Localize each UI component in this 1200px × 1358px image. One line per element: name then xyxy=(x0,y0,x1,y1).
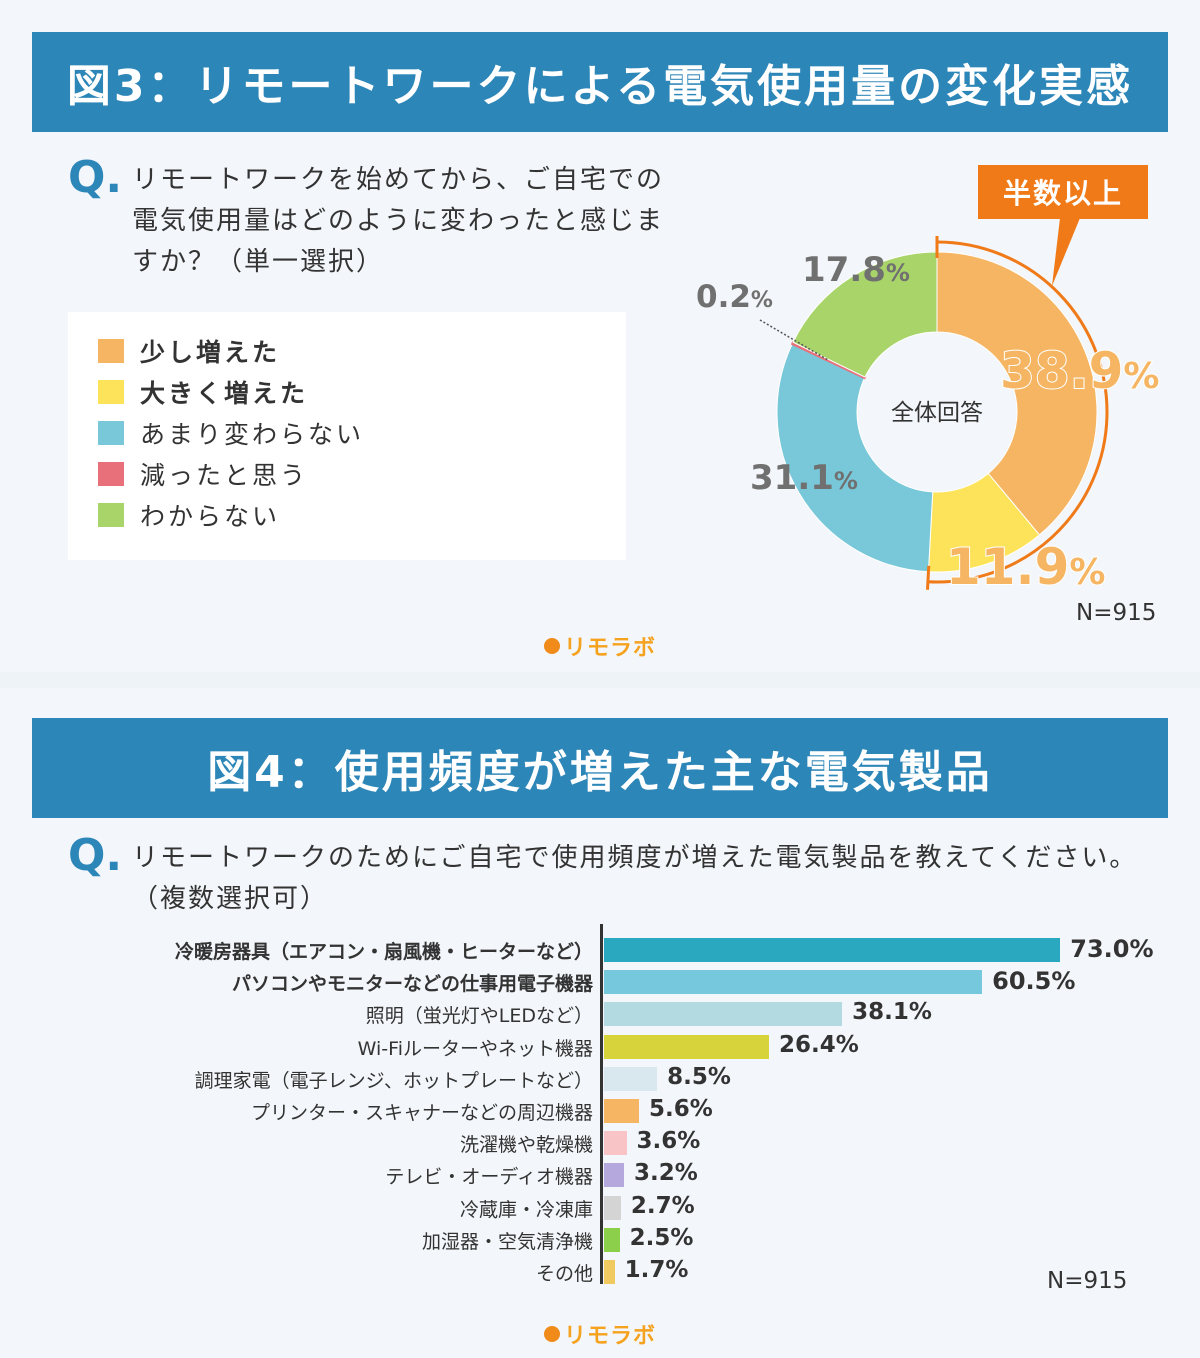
q-mark: Q. xyxy=(68,830,123,881)
legend-swatch xyxy=(98,339,124,363)
logo-dot-icon xyxy=(544,1326,560,1342)
majority-bracket xyxy=(927,240,1109,584)
bar-value-label: 8.5% xyxy=(667,1063,731,1090)
logo-dot-icon xyxy=(544,638,560,654)
bar-value-label: 2.7% xyxy=(630,1192,695,1219)
bar xyxy=(604,1066,658,1091)
legend: 少し増えた 大きく増えた あまり変わらない 減ったと思う わからない xyxy=(68,312,626,560)
bar xyxy=(604,938,1061,962)
bar xyxy=(604,1131,627,1156)
bar-value-label: 3.2% xyxy=(634,1160,698,1187)
bar xyxy=(604,1099,639,1123)
figure3-panel: 図3：リモートワークによる電気使用量の変化実感 Q. リモートワークを始めてから… xyxy=(0,0,1200,672)
bar-category-label: 調理家電（電子レンジ、ホットプレートなど） xyxy=(194,1069,593,1092)
bar-category-label: 加湿器・空気清浄機 xyxy=(421,1230,593,1253)
figure4-question: リモートワークのためにご自宅で使用頻度が増えた電気製品を教えてください。 （複数… xyxy=(132,838,1137,920)
logo: リモラボ xyxy=(544,630,656,662)
bar-value-label: 1.7% xyxy=(624,1257,689,1283)
slice-value-label: 31.1% xyxy=(750,458,858,498)
legend-item: 大きく増えた xyxy=(98,377,309,408)
bar xyxy=(604,1034,769,1059)
slice-value-label: 17.8% xyxy=(802,250,910,290)
figure3-title: 図3：リモートワークによる電気使用量の変化実感 xyxy=(32,32,1168,132)
center-label: 全体回答 xyxy=(891,400,983,426)
bar-axis xyxy=(600,924,603,1284)
bar-category-label: その他 xyxy=(535,1263,593,1285)
figure3-question: リモートワークを始めてから、ご自宅での 電気使用量はどのように変わったと感じま … xyxy=(132,160,664,283)
sample-size: N=915 xyxy=(1047,1268,1128,1294)
donut-slices xyxy=(776,251,1098,573)
legend-swatch xyxy=(98,421,124,445)
bracket-tick xyxy=(925,565,931,590)
legend-item: 少し増えた xyxy=(98,336,281,367)
question-line: すか？（単一選択） xyxy=(132,247,385,277)
bar xyxy=(604,970,983,995)
legend-swatch xyxy=(98,380,124,404)
majority-badge: 半数以上 xyxy=(978,165,1148,219)
bar-category-label: 冷蔵庫・冷凍庫 xyxy=(459,1198,593,1221)
legend-label: 大きく増えた xyxy=(140,379,309,408)
donut-labels: 38.9% 11.9% 31.1% 0.2% 17.8% xyxy=(696,250,1160,597)
bar-value-label: 3.6% xyxy=(636,1128,701,1155)
figure4-panel: 図4：使用頻度が増えた主な電気製品 Q. リモートワークのためにご自宅で使用頻度… xyxy=(0,688,1200,1358)
sample-size: N=915 xyxy=(1076,600,1157,626)
bar-category-label: プリンター・スキャナーなどの周辺機器 xyxy=(250,1102,593,1124)
logo-text: リモラボ xyxy=(564,636,657,661)
bar xyxy=(604,1195,621,1220)
logo: リモラボ xyxy=(544,1318,656,1350)
bar-value-label: 26.4% xyxy=(779,1031,859,1058)
question-line: 電気使用量はどのように変わったと感じま xyxy=(132,206,665,236)
bar-category-label: パソコンやモニターなどの仕事用電子機器 xyxy=(231,973,593,996)
bar xyxy=(604,1002,843,1027)
q-mark: Q. xyxy=(68,152,123,203)
donut-slice xyxy=(936,251,1098,536)
logo-text: リモラボ xyxy=(564,1324,657,1349)
bar-value-label: 60.5% xyxy=(992,967,1076,996)
bar-category-label: 冷暖房器具（エアコン・扇風機・ヒーターなど） xyxy=(174,941,593,963)
legend-label: 減ったと思う xyxy=(140,461,309,490)
question-line: （複数選択可） xyxy=(132,884,329,914)
question-line: リモートワークを始めてから、ご自宅での xyxy=(132,165,665,195)
legend-item: わからない xyxy=(98,500,281,531)
bar-category-label: 洗濯機や乾燥機 xyxy=(459,1134,593,1157)
bar-value-label: 2.5% xyxy=(629,1224,694,1251)
bar-value-label: 73.0% xyxy=(1070,935,1154,963)
slice-value-label: 11.9% xyxy=(946,538,1105,596)
bar xyxy=(604,1227,620,1252)
bar-chart: 冷暖房器具（エアコン・扇風機・ヒーターなど） 73.0% パソコンやモニターなどの仕… xyxy=(0,924,1200,1294)
bar-value-label: 5.6% xyxy=(649,1096,713,1122)
bar-category-label: 照明（蛍光灯やLEDなど） xyxy=(365,1005,593,1028)
legend-label: あまり変わらない xyxy=(140,420,365,449)
legend-label: わからない xyxy=(140,502,281,531)
bar-category-label: Wi-Fiルーターやネット機器 xyxy=(357,1037,593,1060)
legend-swatch xyxy=(98,503,124,527)
badge-pointer xyxy=(1052,218,1080,286)
legend-item: あまり変わらない xyxy=(98,418,365,449)
bar xyxy=(604,1163,624,1188)
bar-value-label: 38.1% xyxy=(852,999,932,1026)
figure4-title: 図4：使用頻度が増えた主な電気製品 xyxy=(32,718,1168,818)
legend-item: 減ったと思う xyxy=(98,459,309,490)
slice-value-label: 38.9% xyxy=(1000,342,1159,400)
leader-line xyxy=(759,319,830,361)
bar-category-label: テレビ・オーディオ機器 xyxy=(385,1166,593,1189)
bar xyxy=(604,1260,615,1284)
legend-label: 少し増えた xyxy=(140,338,281,367)
question-line: リモートワークのためにご自宅で使用頻度が増えた電気製品を教えてください。 xyxy=(132,843,1138,873)
slice-value-label: 0.2% xyxy=(696,279,773,315)
donut-chart: 全体回答 38.9% 11.9% 31.1% 0.2% 17.8% xyxy=(696,218,1160,597)
legend-swatch xyxy=(98,462,124,486)
donut-slice xyxy=(776,343,934,573)
